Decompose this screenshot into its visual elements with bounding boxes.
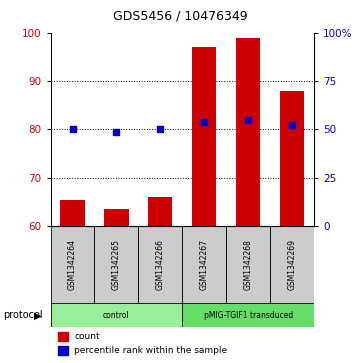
Text: GSM1342267: GSM1342267 bbox=[200, 239, 209, 290]
Bar bbox=[280, 91, 304, 226]
Point bbox=[157, 126, 163, 132]
Text: GDS5456 / 10476349: GDS5456 / 10476349 bbox=[113, 9, 248, 22]
Bar bbox=[58, 346, 69, 355]
Text: GSM1342266: GSM1342266 bbox=[156, 239, 165, 290]
Bar bbox=[236, 37, 260, 226]
Text: ▶: ▶ bbox=[34, 310, 42, 320]
Point bbox=[70, 126, 75, 132]
FancyBboxPatch shape bbox=[95, 226, 138, 303]
Point bbox=[289, 122, 295, 127]
FancyBboxPatch shape bbox=[182, 303, 314, 327]
FancyBboxPatch shape bbox=[226, 226, 270, 303]
Text: GSM1342268: GSM1342268 bbox=[244, 239, 253, 290]
FancyBboxPatch shape bbox=[51, 226, 95, 303]
FancyBboxPatch shape bbox=[138, 226, 182, 303]
Bar bbox=[60, 200, 84, 226]
Text: percentile rank within the sample: percentile rank within the sample bbox=[74, 346, 227, 355]
Bar bbox=[58, 332, 69, 341]
Point bbox=[245, 117, 251, 123]
Bar bbox=[148, 197, 173, 226]
Text: GSM1342264: GSM1342264 bbox=[68, 239, 77, 290]
FancyBboxPatch shape bbox=[182, 226, 226, 303]
Point bbox=[201, 119, 207, 125]
Text: pMIG-TGIF1 transduced: pMIG-TGIF1 transduced bbox=[204, 311, 293, 320]
Text: GSM1342269: GSM1342269 bbox=[288, 239, 297, 290]
Text: protocol: protocol bbox=[4, 310, 43, 320]
FancyBboxPatch shape bbox=[51, 303, 182, 327]
Point bbox=[113, 129, 119, 135]
Bar bbox=[104, 209, 129, 226]
Text: GSM1342265: GSM1342265 bbox=[112, 239, 121, 290]
Text: count: count bbox=[74, 332, 100, 341]
FancyBboxPatch shape bbox=[270, 226, 314, 303]
Text: control: control bbox=[103, 311, 130, 320]
Bar bbox=[192, 47, 216, 226]
